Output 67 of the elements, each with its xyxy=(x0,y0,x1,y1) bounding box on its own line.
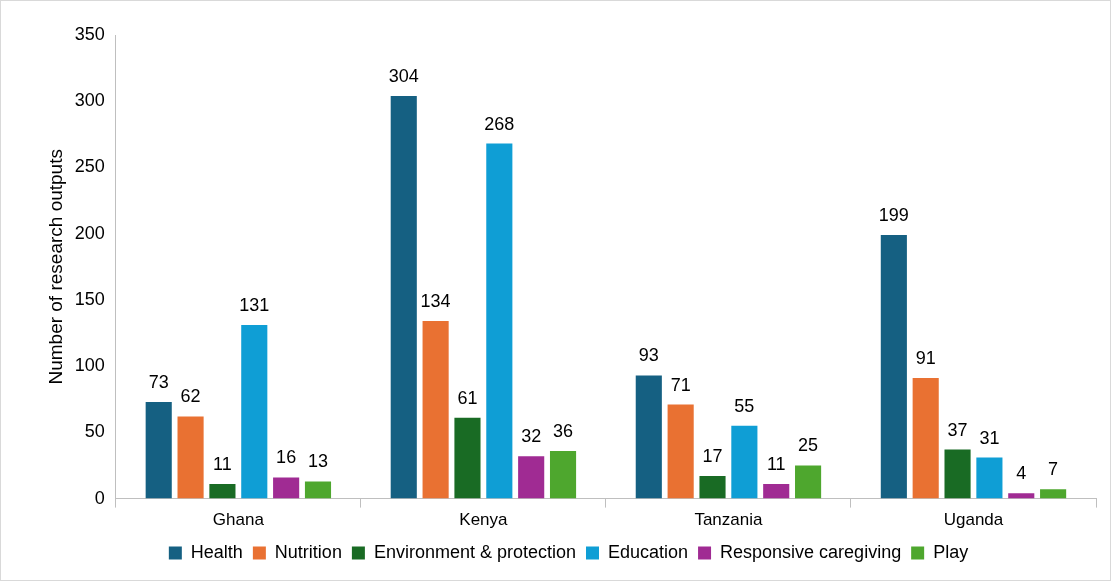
y-tick-label: 350 xyxy=(74,23,105,44)
data-label: 268 xyxy=(484,113,515,134)
y-tick-label: 50 xyxy=(84,421,105,442)
bar xyxy=(486,143,513,499)
x-tick-label: Ghana xyxy=(212,510,265,530)
data-label: 4 xyxy=(1016,463,1027,484)
data-label: 62 xyxy=(180,386,201,407)
data-label: 37 xyxy=(947,419,968,440)
data-label: 36 xyxy=(553,420,574,441)
y-tick-label: 0 xyxy=(94,487,105,508)
y-tick-label: 200 xyxy=(74,222,105,243)
bar xyxy=(944,449,971,499)
y-tick-label: 150 xyxy=(74,288,105,309)
bar xyxy=(880,235,907,499)
data-label: 16 xyxy=(276,447,297,468)
bar xyxy=(145,401,172,499)
legend-label: Play xyxy=(933,541,969,562)
bar xyxy=(273,477,300,499)
data-label: 7 xyxy=(1048,459,1059,480)
bar xyxy=(549,450,577,499)
data-label: 304 xyxy=(388,65,419,86)
y-tick-label: 100 xyxy=(74,355,105,376)
data-label: 91 xyxy=(915,348,936,369)
data-label: 61 xyxy=(457,387,478,408)
data-label: 11 xyxy=(766,454,786,474)
bar xyxy=(518,456,545,499)
bar xyxy=(1008,493,1035,499)
legend-label: Education xyxy=(607,541,689,562)
bar xyxy=(635,375,662,499)
legend-label: Environment & protection xyxy=(373,541,576,562)
data-label: 13 xyxy=(307,451,329,472)
data-label: 134 xyxy=(420,291,451,312)
x-tick-label: Uganda xyxy=(943,510,1004,530)
legend-label: Health xyxy=(190,541,243,562)
bar xyxy=(795,465,822,499)
bar xyxy=(390,95,417,499)
bar xyxy=(763,484,790,499)
data-label: 55 xyxy=(734,395,755,416)
bar xyxy=(454,417,481,499)
bar xyxy=(177,416,204,499)
y-tick-label: 300 xyxy=(74,90,105,111)
bar xyxy=(976,457,1003,499)
y-axis-title: Number of research outputs xyxy=(44,149,66,385)
bar xyxy=(699,476,726,499)
data-label: 32 xyxy=(521,426,542,447)
bar xyxy=(422,321,449,499)
data-label: 199 xyxy=(878,204,909,225)
data-label: 11 xyxy=(213,454,232,474)
data-label: 131 xyxy=(239,295,270,316)
legend-label: Nutrition xyxy=(274,541,342,562)
x-tick-label: Kenya xyxy=(459,510,509,530)
data-label: 73 xyxy=(148,371,169,392)
bar xyxy=(241,325,268,499)
data-label: 31 xyxy=(979,427,1000,448)
y-tick-label: 250 xyxy=(74,156,105,177)
x-tick-label: Tanzania xyxy=(694,510,763,530)
bar xyxy=(912,378,939,499)
bar xyxy=(209,484,236,499)
bar xyxy=(731,425,758,499)
data-label: 93 xyxy=(638,345,659,366)
data-label: 25 xyxy=(798,435,819,456)
bar xyxy=(667,404,694,499)
data-label: 71 xyxy=(670,374,691,395)
data-label: 17 xyxy=(702,446,723,467)
bar xyxy=(304,481,332,499)
legend-label: Responsive caregiving xyxy=(720,541,902,562)
bar xyxy=(1040,489,1067,499)
